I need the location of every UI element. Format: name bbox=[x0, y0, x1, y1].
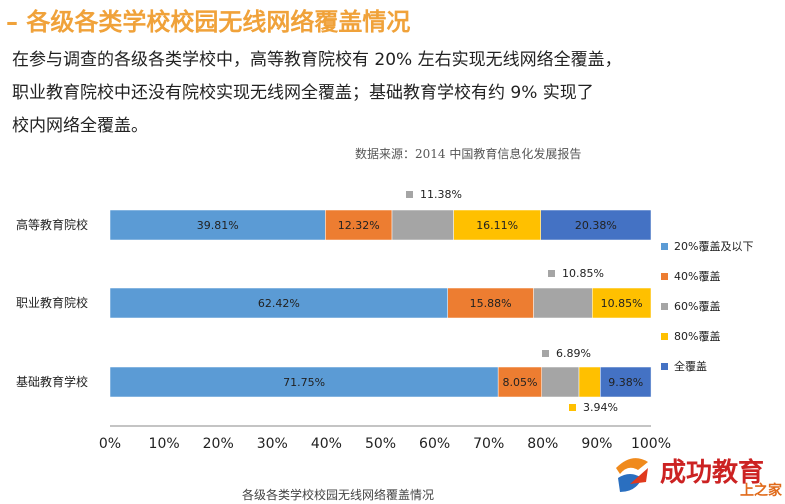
data-label: 62.42% bbox=[258, 297, 300, 310]
data-label: 20.38% bbox=[575, 219, 617, 232]
data-source: 数据来源：2014 中国教育信息化发展报告 bbox=[355, 147, 582, 161]
legend-swatch bbox=[661, 363, 668, 370]
callout-marker bbox=[569, 404, 576, 411]
bar-segment bbox=[541, 366, 580, 398]
data-label: 71.75% bbox=[283, 376, 325, 389]
data-label: 12.32% bbox=[338, 219, 380, 232]
page-heading: – 各级各类学校校园无线网络覆盖情况 bbox=[6, 8, 411, 36]
bar-segment bbox=[453, 209, 541, 241]
x-tick-label: 90% bbox=[581, 436, 612, 452]
x-tick-label: 10% bbox=[149, 436, 180, 452]
legend-swatch bbox=[661, 273, 668, 280]
bar-segment bbox=[109, 366, 499, 398]
intro-paragraph: 在参与调查的各级各类学校中，高等教育院校有 20% 左右实现无线网络全覆盖， 职… bbox=[12, 44, 662, 143]
bar-segment bbox=[391, 209, 454, 241]
bar-segment bbox=[592, 287, 652, 319]
data-label: 8.05% bbox=[502, 376, 537, 389]
legend-label: 80%覆盖 bbox=[674, 329, 720, 343]
bar-segment bbox=[540, 209, 652, 241]
bar-segment bbox=[533, 287, 593, 319]
x-tick-label: 30% bbox=[257, 436, 288, 452]
legend-label: 全覆盖 bbox=[674, 359, 707, 373]
callout-marker bbox=[548, 270, 555, 277]
x-tick-label: 60% bbox=[419, 436, 450, 452]
category-label: 基础教育学校 bbox=[16, 374, 88, 389]
data-label: 9.38% bbox=[608, 376, 643, 389]
category-label: 职业教育院校 bbox=[16, 295, 88, 310]
x-tick-label: 20% bbox=[203, 436, 234, 452]
data-label: 39.81% bbox=[197, 219, 239, 232]
legend-label: 60%覆盖 bbox=[674, 299, 720, 313]
bar-segment bbox=[600, 366, 652, 398]
intro-line: 校内网络全覆盖。 bbox=[12, 116, 148, 136]
legend-label: 20%覆盖及以下 bbox=[674, 239, 753, 253]
data-label: 15.88% bbox=[470, 297, 512, 310]
data-label: 10.85% bbox=[562, 267, 604, 280]
chart-caption: 各级各类学校校园无线网络覆盖情况 bbox=[242, 488, 435, 502]
x-tick-label: 80% bbox=[527, 436, 558, 452]
logo-icon bbox=[616, 458, 648, 492]
data-label: 3.94% bbox=[583, 401, 618, 414]
legend-swatch bbox=[661, 333, 668, 340]
x-tick-label: 40% bbox=[311, 436, 342, 452]
bar-segment bbox=[497, 366, 542, 398]
callout-marker bbox=[542, 350, 549, 357]
watermark-text: 成功教育 bbox=[660, 458, 765, 488]
category-label: 高等教育院校 bbox=[16, 217, 88, 232]
legend-swatch bbox=[661, 243, 668, 250]
intro-line: 职业教育院校中还没有院校实现无线网全覆盖；基础教育学校有约 9% 实现了 bbox=[12, 83, 594, 103]
x-tick-label: 0% bbox=[99, 436, 121, 452]
data-label: 10.85% bbox=[601, 297, 643, 310]
bar-segment bbox=[447, 287, 534, 319]
legend-label: 40%覆盖 bbox=[674, 269, 720, 283]
data-label: 11.38% bbox=[420, 188, 462, 201]
watermark-subtext: 上之家 bbox=[740, 483, 782, 499]
legend-swatch bbox=[661, 303, 668, 310]
bar-segment bbox=[109, 287, 448, 319]
x-tick-label: 100% bbox=[631, 436, 671, 452]
bar-segment bbox=[578, 366, 601, 398]
data-label: 16.11% bbox=[476, 219, 518, 232]
intro-line: 在参与调查的各级各类学校中，高等教育院校有 20% 左右实现无线网络全覆盖， bbox=[12, 50, 622, 70]
x-tick-label: 50% bbox=[365, 436, 396, 452]
callout-marker bbox=[406, 191, 413, 198]
data-label: 6.89% bbox=[556, 347, 591, 360]
x-tick-label: 70% bbox=[473, 436, 504, 452]
